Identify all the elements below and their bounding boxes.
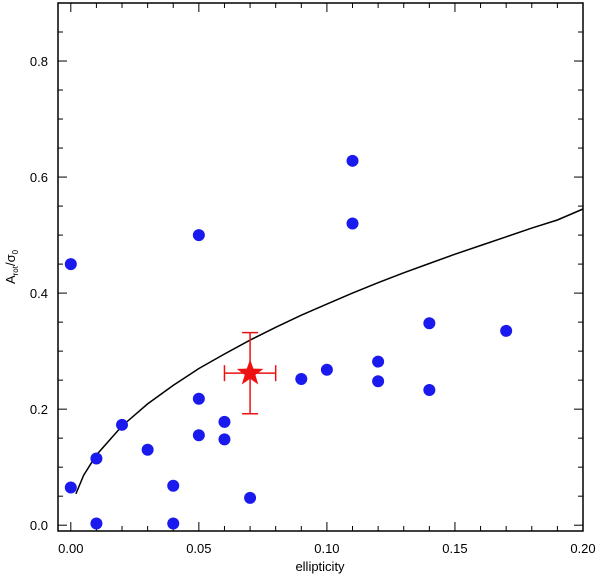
plot-frame xyxy=(57,2,584,532)
data-point xyxy=(372,375,385,388)
x-tick-label: 0.20 xyxy=(570,541,595,556)
y-tick-label: 0.6 xyxy=(30,170,48,185)
x-tick-label: 0.15 xyxy=(442,541,467,556)
data-point xyxy=(192,392,205,405)
data-point xyxy=(218,433,231,446)
model-curve xyxy=(75,208,584,495)
data-point xyxy=(192,229,205,242)
x-tick-label: 0.05 xyxy=(186,541,211,556)
data-point xyxy=(64,258,77,271)
data-point xyxy=(320,363,333,376)
data-point xyxy=(64,481,77,494)
data-point xyxy=(116,418,129,431)
data-point xyxy=(372,355,385,368)
data-point xyxy=(423,317,436,330)
data-point xyxy=(346,217,359,230)
data-point xyxy=(244,491,257,504)
y-tick-label: 0.2 xyxy=(30,402,48,417)
y-tick-label: 0.8 xyxy=(30,54,48,69)
data-point xyxy=(192,429,205,442)
data-point xyxy=(90,452,103,465)
curve-layer xyxy=(75,208,584,495)
data-point xyxy=(423,384,436,397)
x-axis-label: ellipticity xyxy=(295,559,345,574)
points-layer xyxy=(64,154,513,530)
y-tick-label: 0.4 xyxy=(30,286,48,301)
data-point xyxy=(500,324,513,337)
axis-ticks: 0.00 0.05 0.10 0.15 0.20 0.0 0.2 0.4 0.6 0.8 xyxy=(30,3,596,556)
x-tick-label: 0.00 xyxy=(58,541,83,556)
star-layer xyxy=(223,331,277,415)
data-point xyxy=(90,517,103,530)
data-point xyxy=(295,372,308,385)
data-point xyxy=(346,154,359,167)
data-point xyxy=(167,479,180,492)
x-tick-label: 0.10 xyxy=(314,541,339,556)
star-marker xyxy=(236,359,264,385)
data-point xyxy=(218,415,231,428)
y-tick-label: 0.0 xyxy=(30,518,48,533)
data-point xyxy=(167,517,180,530)
y-axis-label: Arot/σ0 xyxy=(3,249,20,284)
data-point xyxy=(141,443,154,456)
